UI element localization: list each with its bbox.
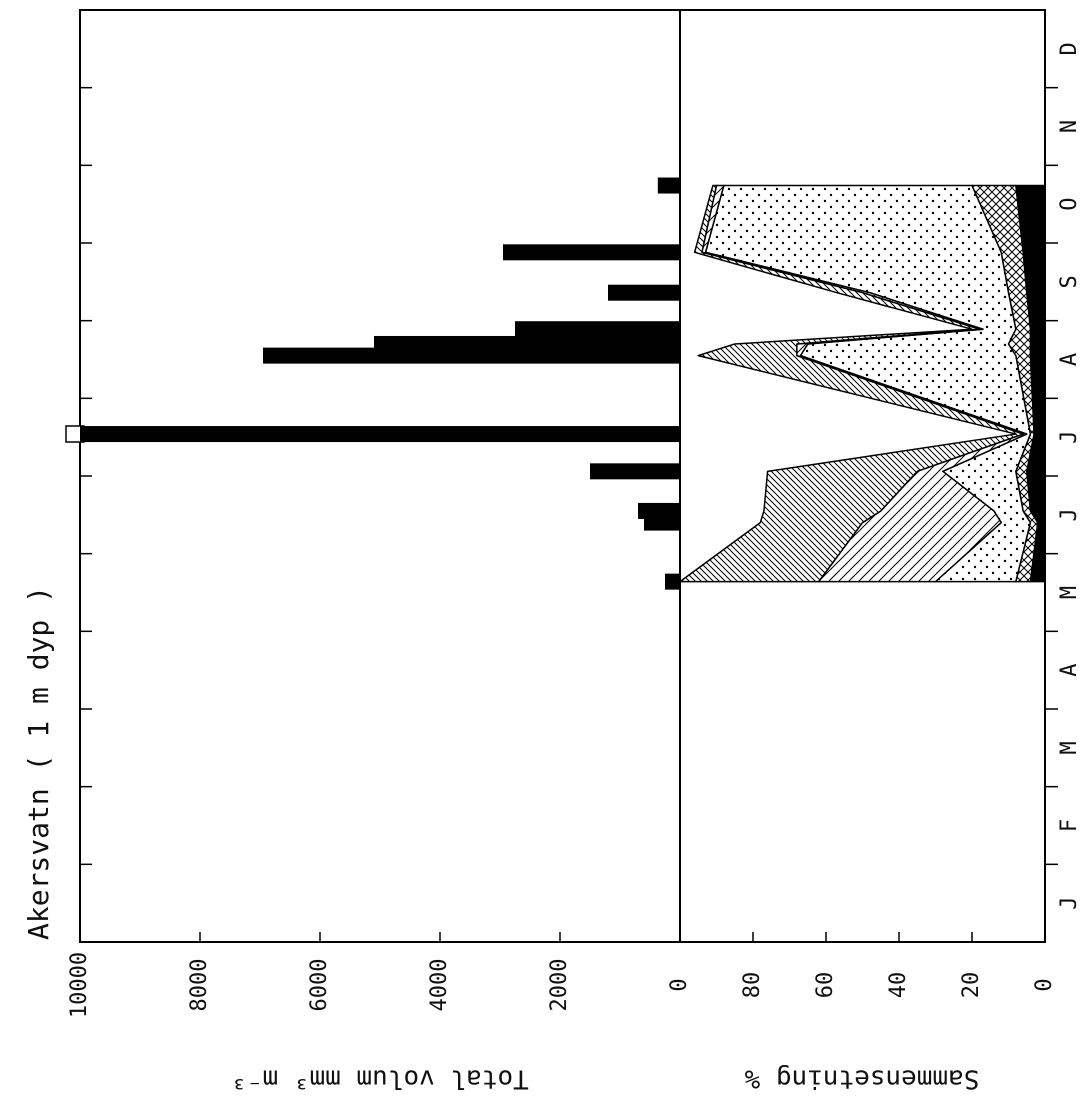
- y-tick-label: 0: [1032, 978, 1057, 991]
- month-label: J: [1057, 431, 1082, 444]
- bar: [657, 177, 680, 194]
- month-label: A: [1057, 664, 1082, 677]
- area-segment: [679, 184, 1024, 583]
- month-label: J: [1057, 897, 1082, 910]
- month-label: O: [1057, 198, 1082, 211]
- month-label: J: [1057, 508, 1082, 521]
- y-axis-label: Sammensetning %: [744, 1064, 979, 1094]
- y-tick-label: 8000: [187, 959, 212, 1012]
- bar: [665, 573, 680, 590]
- bar: [80, 426, 680, 443]
- bar: [608, 284, 680, 301]
- month-label: A: [1057, 353, 1082, 366]
- y-tick-label: 40: [886, 972, 911, 999]
- month-label: D: [1057, 42, 1082, 55]
- bar: [590, 463, 680, 480]
- y-axis-label: Total volum mm³ m⁻³: [231, 1064, 528, 1094]
- y-tick-label: 0: [667, 978, 692, 991]
- month-label: F: [1057, 819, 1082, 832]
- y-tick-label: 80: [740, 972, 765, 999]
- bar: [515, 321, 680, 338]
- month-label: N: [1057, 120, 1082, 133]
- chart-title: Akersvatn ( 1 m dyp ): [22, 586, 55, 940]
- bar: [503, 244, 680, 261]
- y-tick-label: 6000: [307, 959, 332, 1012]
- y-tick-label: 10000: [67, 952, 92, 1018]
- month-label: M: [1057, 741, 1082, 754]
- bar: [638, 502, 680, 519]
- y-tick-label: 2000: [547, 959, 572, 1012]
- month-label: S: [1057, 275, 1082, 288]
- y-tick-label: 20: [959, 972, 984, 999]
- bar: [374, 335, 680, 352]
- y-tick-label: 4000: [427, 959, 452, 1012]
- month-label: M: [1057, 586, 1082, 599]
- y-tick-label: 60: [813, 972, 838, 999]
